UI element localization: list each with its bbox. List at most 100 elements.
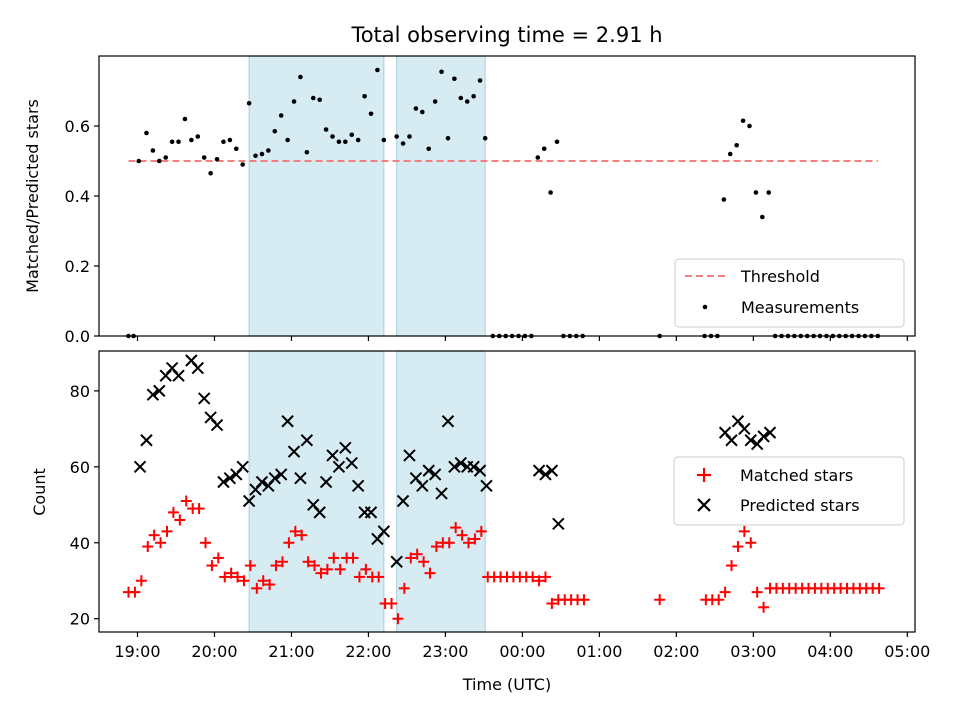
x-tick-label: 21:00 xyxy=(268,642,314,661)
predicted-star-point xyxy=(191,361,204,375)
matched-star-point xyxy=(283,537,295,549)
matched-star-point xyxy=(174,514,186,526)
measurement-point xyxy=(747,123,752,129)
predicted-star-point xyxy=(217,475,230,489)
matched-star-point xyxy=(353,571,365,583)
matched-star-point xyxy=(386,598,398,610)
predicted-star-point xyxy=(763,426,777,439)
matched-star-point xyxy=(424,567,436,579)
predicted-star-point xyxy=(377,525,391,538)
predicted-star-point xyxy=(428,468,442,481)
predicted-star-point xyxy=(403,449,416,462)
measurement-point xyxy=(336,139,342,145)
legend-measurements-label: Measurements xyxy=(741,298,859,317)
legend-threshold-label: Threshold xyxy=(740,267,820,286)
matched-star-point xyxy=(155,537,167,549)
top-shaded-intervals xyxy=(248,55,486,337)
predicted-star-point xyxy=(351,479,365,493)
x-tick-label: 00:00 xyxy=(499,642,545,661)
measurement-point xyxy=(208,170,213,176)
measurement-point xyxy=(227,137,233,143)
measurement-point xyxy=(432,99,438,104)
measurement-point xyxy=(214,156,220,162)
matched-star-point xyxy=(129,586,141,598)
measurement-point xyxy=(323,127,329,132)
matched-star-point xyxy=(405,552,417,564)
x-tick-label: 19:00 xyxy=(114,642,160,661)
measurement-point xyxy=(272,128,278,134)
predicted-star-point xyxy=(172,369,185,382)
count-points xyxy=(123,354,885,625)
measurement-point xyxy=(176,139,181,145)
chart-title: Total observing time = 2.91 h xyxy=(350,23,662,47)
top-legend: Threshold Measurements xyxy=(674,258,905,328)
bottom-y-tick-label: 40 xyxy=(70,534,90,553)
predicted-star-point xyxy=(294,472,307,485)
predicted-star-point xyxy=(539,468,552,481)
x-tick-label: 02:00 xyxy=(653,642,699,661)
matched-star-point xyxy=(315,567,327,579)
predicted-star-point xyxy=(268,472,281,485)
measurement-point xyxy=(721,197,727,202)
predicted-star-point xyxy=(274,468,288,481)
measurement-point xyxy=(445,135,451,141)
matched-star-point xyxy=(751,586,763,598)
matched-star-point xyxy=(430,541,442,553)
matched-star-point xyxy=(732,541,744,553)
legend-matched-swatch xyxy=(697,468,711,482)
predicted-star-point xyxy=(133,460,147,474)
measurement-point xyxy=(766,190,772,195)
measurement-point xyxy=(734,142,739,148)
measurement-point xyxy=(471,93,476,99)
predicted-star-point xyxy=(146,388,160,401)
measurement-point xyxy=(413,106,419,111)
matched-star-point xyxy=(296,529,308,541)
predicted-star-point xyxy=(339,441,352,455)
predicted-star-point xyxy=(435,487,448,500)
predicted-star-point xyxy=(396,494,410,508)
top-y-tick-label: 0.6 xyxy=(65,117,90,136)
legend-matched-label: Matched stars xyxy=(740,466,853,485)
matched-star-point xyxy=(225,567,237,579)
measurement-point xyxy=(298,74,303,80)
measurement-point xyxy=(541,146,547,152)
measurement-point xyxy=(246,100,252,106)
legend-measurements-swatch xyxy=(702,304,708,310)
bottom-y-tick-label: 80 xyxy=(70,382,90,401)
predicted-star-point xyxy=(210,418,224,432)
predicted-star-point xyxy=(744,434,757,447)
predicted-star-point xyxy=(532,464,546,477)
top-y-tick-label: 0.4 xyxy=(65,187,90,206)
bottom-y-tick-label: 60 xyxy=(70,458,90,477)
x-tick-label: 22:00 xyxy=(345,642,391,661)
predicted-star-point xyxy=(198,392,211,405)
measurement-point xyxy=(753,190,759,195)
measurement-point xyxy=(439,69,444,75)
predicted-star-point xyxy=(552,517,565,530)
measurement-point xyxy=(477,78,483,83)
predicted-star-point xyxy=(364,506,378,519)
matched-star-point xyxy=(411,548,423,560)
matched-star-point xyxy=(206,560,218,572)
predicted-star-point xyxy=(223,472,237,485)
x-tick-label: 04:00 xyxy=(807,642,853,661)
measurement-point xyxy=(452,76,457,82)
measurement-point xyxy=(362,93,367,99)
predicted-star-point xyxy=(725,434,738,447)
matched-star-point xyxy=(418,556,430,568)
top-axis-ticks: 0.0 0.2 0.4 0.6 xyxy=(65,117,908,346)
shaded-interval xyxy=(248,55,385,337)
bottom-axis-ticks: 19:00 20:00 21:00 22:00 23:00 00:00 01:00 02:00… xyxy=(70,382,931,661)
measurement-point xyxy=(195,134,201,139)
measurement-point xyxy=(291,99,297,104)
predicted-star-point xyxy=(454,456,468,470)
matched-star-point xyxy=(309,560,321,572)
measurement-point xyxy=(150,148,156,153)
measurement-point xyxy=(535,155,541,160)
matched-star-point xyxy=(142,541,154,553)
matched-star-point xyxy=(193,503,205,515)
matched-star-point xyxy=(463,537,475,549)
measurement-point xyxy=(182,116,188,122)
matched-star-point xyxy=(450,522,462,534)
bottom-shaded-intervals xyxy=(248,350,486,633)
